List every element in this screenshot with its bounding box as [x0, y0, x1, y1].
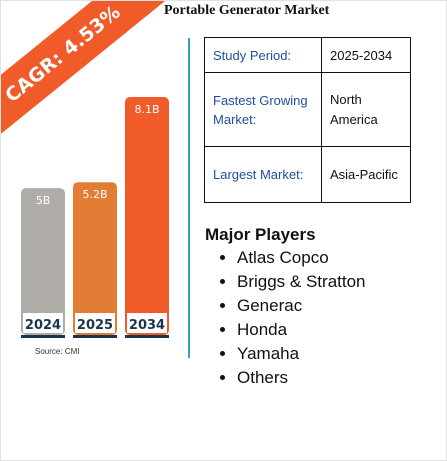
list-item: Honda: [237, 317, 366, 341]
fastest-market-key: Fastest Growing Market:: [204, 72, 322, 147]
bar-base: [73, 335, 117, 338]
tick-label: 2034: [129, 318, 165, 333]
table-row: Fastest Growing Market: North America: [204, 72, 411, 147]
divider-line: [188, 38, 190, 358]
players-heading: Major Players: [205, 225, 316, 244]
fastest-market-value: North America: [321, 72, 411, 147]
chart-title: Portable Generator Market: [164, 3, 330, 18]
info-table: Study Period: 2025-2034 Fastest Growing …: [204, 37, 411, 203]
largest-market-value-text: Asia-Pacific: [330, 166, 398, 182]
bar: [73, 182, 117, 335]
source-note: Source: CMI: [35, 347, 80, 356]
fastest-market-key-text: Fastest Growing Market:: [213, 92, 308, 127]
tick-label: 2024: [25, 318, 61, 333]
bar-base: [125, 335, 169, 338]
year-band: [75, 313, 115, 333]
bar-chart: 2024 5B 2025 5.2B 2034 8.1B: [21, 97, 169, 338]
list-item: Atlas Copco: [237, 245, 366, 269]
data-label: 5.2B: [82, 188, 107, 201]
bar-base: [21, 335, 65, 338]
largest-market-key: Largest Market:: [204, 146, 322, 203]
year-band: [127, 313, 167, 333]
list-item: Generac: [237, 293, 366, 317]
players-list: Atlas Copco Briggs & Stratton Generac Ho…: [215, 245, 366, 389]
table-row: Largest Market: Asia-Pacific: [204, 146, 411, 203]
study-period-value: 2025-2034: [321, 37, 411, 73]
largest-market-value: Asia-Pacific: [321, 146, 411, 203]
study-period-key: Study Period:: [204, 37, 322, 73]
fastest-market-value-text: North America: [330, 91, 378, 127]
data-label: 5B: [36, 194, 51, 207]
tick-label: 2025: [77, 318, 113, 333]
list-item: Others: [237, 365, 366, 389]
bar: [21, 188, 65, 335]
year-band: [23, 313, 63, 333]
table-row: Study Period: 2025-2034: [204, 37, 411, 73]
list-item: Yamaha: [237, 341, 366, 365]
bar: [125, 97, 169, 335]
list-item: Briggs & Stratton: [237, 269, 366, 293]
data-label: 8.1B: [134, 103, 159, 116]
bars-group: 2024 5B 2025 5.2B 2034 8.1B: [21, 97, 169, 338]
